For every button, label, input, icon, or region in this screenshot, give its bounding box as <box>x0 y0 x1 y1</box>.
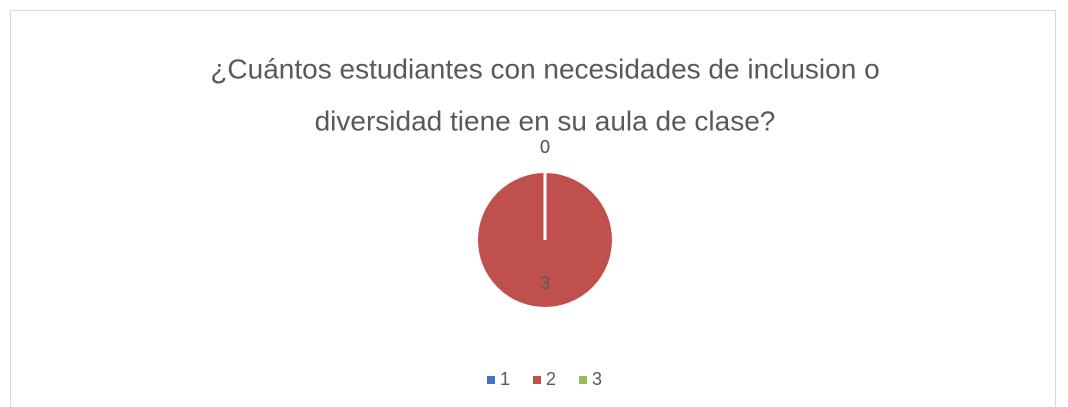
data-label: 0 <box>540 137 550 157</box>
chart-title: diversidad tiene en su aula de clase? <box>315 105 776 136</box>
data-label: 3 <box>540 273 550 293</box>
legend-swatch <box>579 376 587 384</box>
legend-label: 2 <box>546 369 556 389</box>
legend-label: 1 <box>500 369 510 389</box>
legend-swatch <box>533 376 541 384</box>
legend-label: 3 <box>592 369 602 389</box>
chart-title: ¿Cuántos estudiantes con necesidades de … <box>210 53 879 84</box>
legend-swatch <box>487 376 495 384</box>
data-label: 0 <box>540 137 550 157</box>
